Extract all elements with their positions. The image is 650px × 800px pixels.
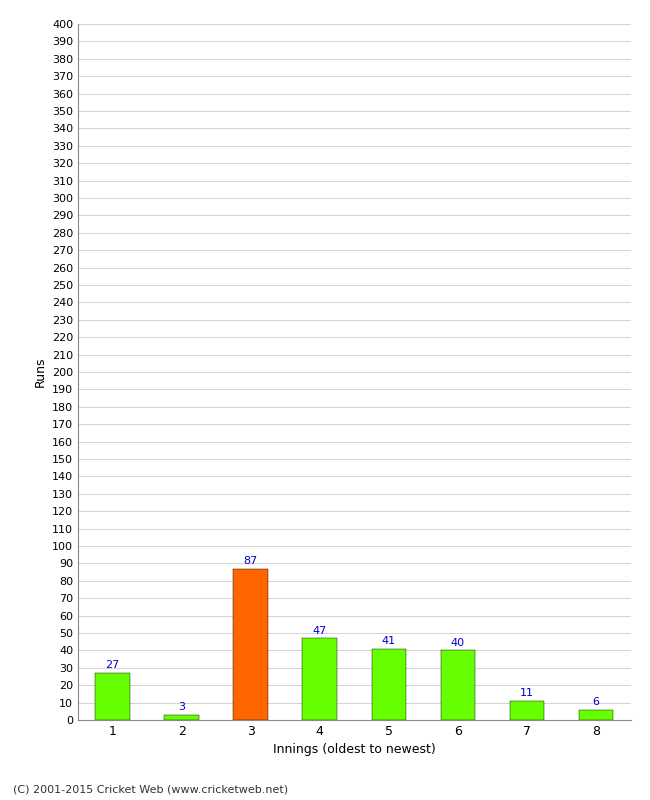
Bar xyxy=(96,673,130,720)
X-axis label: Innings (oldest to newest): Innings (oldest to newest) xyxy=(273,743,436,757)
Bar xyxy=(578,710,613,720)
Bar xyxy=(510,701,544,720)
Text: 47: 47 xyxy=(313,626,327,636)
Text: 11: 11 xyxy=(520,688,534,698)
Bar xyxy=(233,569,268,720)
Text: 41: 41 xyxy=(382,636,396,646)
Text: 40: 40 xyxy=(451,638,465,648)
Text: (C) 2001-2015 Cricket Web (www.cricketweb.net): (C) 2001-2015 Cricket Web (www.cricketwe… xyxy=(13,784,288,794)
Bar xyxy=(302,638,337,720)
Text: 6: 6 xyxy=(592,697,599,707)
Bar xyxy=(441,650,475,720)
Text: 87: 87 xyxy=(244,556,258,566)
Text: 27: 27 xyxy=(105,661,120,670)
Text: 3: 3 xyxy=(178,702,185,712)
Bar xyxy=(372,649,406,720)
Bar xyxy=(164,714,199,720)
Y-axis label: Runs: Runs xyxy=(33,357,46,387)
